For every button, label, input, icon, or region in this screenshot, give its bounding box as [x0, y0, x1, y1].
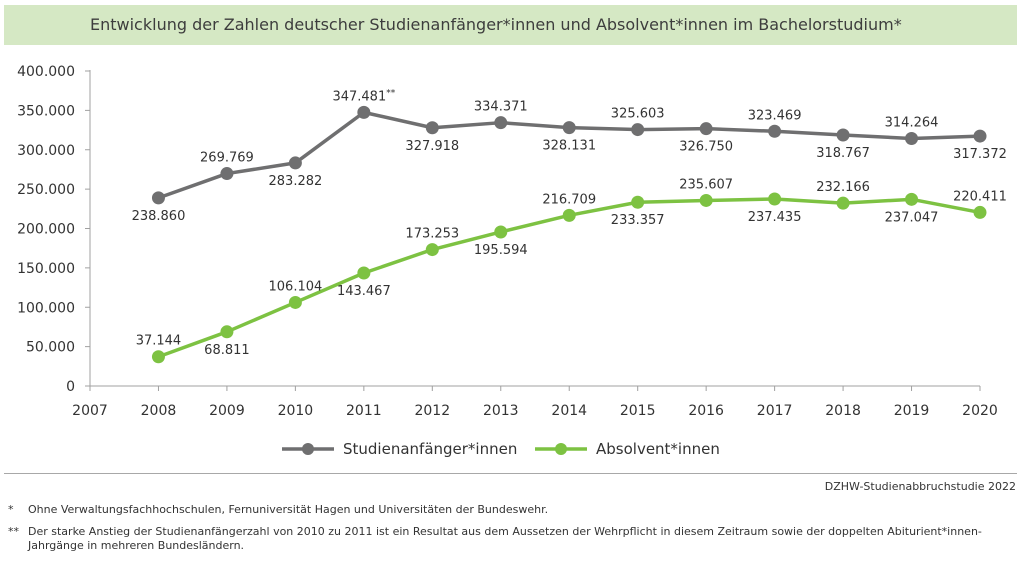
studienanfaenger-point — [699, 122, 713, 136]
studienanfaenger-data-label: 318.767 — [816, 146, 870, 161]
studienanfaenger-point — [220, 167, 234, 181]
absolvent-data-label: 237.047 — [885, 210, 939, 225]
absolvent-point — [151, 350, 165, 364]
x-tick-label: 2008 — [141, 403, 177, 419]
absolvent-point — [836, 196, 850, 210]
absolvent-point — [425, 243, 439, 257]
legend-studienanfaenger-label: Studienanfänger*innen — [343, 440, 517, 458]
studienanfaenger-data-label: 283.282 — [269, 174, 323, 189]
absolvent-data-label: 37.144 — [136, 334, 182, 349]
x-tick-label: 2014 — [551, 403, 587, 419]
studienanfaenger-data-label: 238.860 — [132, 209, 186, 224]
studienanfaenger-data-label: 327.918 — [405, 139, 459, 154]
absolvent-data-label: 237.435 — [748, 210, 802, 225]
absolvent-data-label: 235.607 — [679, 177, 733, 192]
absolvent-data-label: 68.811 — [204, 343, 250, 358]
studienanfaenger-point — [562, 121, 576, 135]
absolvent-data-label: 216.709 — [542, 192, 596, 207]
divider-line — [4, 473, 1017, 474]
x-tick-label: 2012 — [414, 403, 450, 419]
studienanfaenger-point — [973, 129, 987, 143]
x-tick-label: 2017 — [757, 403, 793, 419]
absolvent-data-label: 233.357 — [611, 213, 665, 228]
studienanfaenger-data-label: 314.264 — [885, 116, 939, 131]
x-tick-label: 2018 — [825, 403, 861, 419]
absolvent-point — [905, 192, 919, 206]
footnote-2: ** Der starke Anstieg der Studienanfänger… — [8, 525, 998, 553]
y-tick-label: 100.000 — [17, 300, 75, 316]
x-tick-label: 2020 — [962, 403, 998, 419]
footnote-1-text: Ohne Verwaltungsfachhochschulen, Fernuni… — [28, 503, 549, 516]
absolvent-point — [220, 325, 234, 339]
footnote-1: * Ohne Verwaltungsfachhochschulen, Fernun… — [8, 503, 998, 517]
studienanfaenger-data-label: 328.131 — [542, 139, 596, 154]
studienanfaenger-point — [288, 156, 302, 170]
y-tick-label: 200.000 — [17, 222, 75, 238]
absolvent-point — [494, 225, 508, 239]
absolvent-point — [357, 266, 371, 280]
studienanfaenger-point — [768, 124, 782, 138]
y-tick-label: 350.000 — [17, 103, 75, 119]
legend-absolvent-marker — [555, 443, 567, 455]
y-tick-label: 150.000 — [17, 261, 75, 277]
footnote-1-mark: * — [8, 503, 14, 516]
studienanfaenger-data-label: 347.481** — [332, 88, 395, 104]
legend-absolvent-label: Absolvent*innen — [596, 440, 720, 458]
source-note: DZHW-Studienabbruchstudie 2022 — [824, 480, 1016, 493]
studienanfaenger-data-label: 326.750 — [679, 140, 733, 155]
x-tick-label: 2010 — [278, 403, 314, 419]
footnote-2-text: Der starke Anstieg der Studienanfängerza… — [28, 525, 982, 552]
absolvent-point — [699, 193, 713, 207]
studienanfaenger-data-label: 334.371 — [474, 100, 528, 115]
absolvent-data-label: 143.467 — [337, 284, 391, 299]
y-tick-label: 250.000 — [17, 182, 75, 198]
x-tick-label: 2007 — [72, 403, 108, 419]
absolvent-data-label: 173.253 — [405, 227, 459, 242]
studienanfaenger-point — [357, 105, 371, 119]
absolvent-series-line — [157, 197, 981, 359]
footnote-2-mark: ** — [8, 525, 19, 538]
x-tick-label: 2013 — [483, 403, 519, 419]
x-tick-label: 2016 — [688, 403, 724, 419]
studienanfaenger-data-label: 269.769 — [200, 151, 254, 166]
absolvent-data-label: 220.411 — [953, 189, 1007, 204]
absolvent-data-label: 195.594 — [474, 243, 528, 258]
absolvent-point — [288, 295, 302, 309]
x-tick-label: 2019 — [894, 403, 930, 419]
studienanfaenger-point — [425, 121, 439, 135]
studienanfaenger-point — [905, 132, 919, 146]
studienanfaenger-point — [631, 123, 645, 137]
studienanfaenger-data-label: 317.372 — [953, 147, 1007, 162]
y-tick-label: 0 — [66, 379, 75, 395]
x-tick-label: 2009 — [209, 403, 245, 419]
line-chart: 400.000 350.000 300.000 250.000 200.000 150.0… — [17, 64, 1007, 458]
x-tick-label: 2015 — [620, 403, 656, 419]
chart-title: Entwicklung der Zahlen deutscher Studien… — [90, 15, 902, 34]
studienanfaenger-point — [836, 128, 850, 142]
absolvent-point — [562, 208, 576, 222]
studienanfaenger-data-label: 323.469 — [748, 108, 802, 123]
absolvent-data-label: 232.166 — [816, 180, 870, 195]
chart-title-bar: Entwicklung der Zahlen deutscher Studien… — [4, 5, 1017, 45]
y-tick-label: 400.000 — [17, 64, 75, 80]
absolvent-point — [631, 195, 645, 209]
y-tick-label: 50.000 — [26, 340, 75, 356]
studienanfaenger-point — [494, 116, 508, 130]
legend-studienanfaenger-marker — [302, 443, 314, 455]
x-tick-label: 2011 — [346, 403, 382, 419]
absolvent-point — [768, 192, 782, 206]
absolvent-point — [973, 205, 987, 219]
y-tick-label: 300.000 — [17, 143, 75, 159]
studienanfaenger-data-label: 325.603 — [611, 107, 665, 122]
studienanfaenger-point — [151, 191, 165, 205]
absolvent-data-label: 106.104 — [269, 279, 323, 294]
